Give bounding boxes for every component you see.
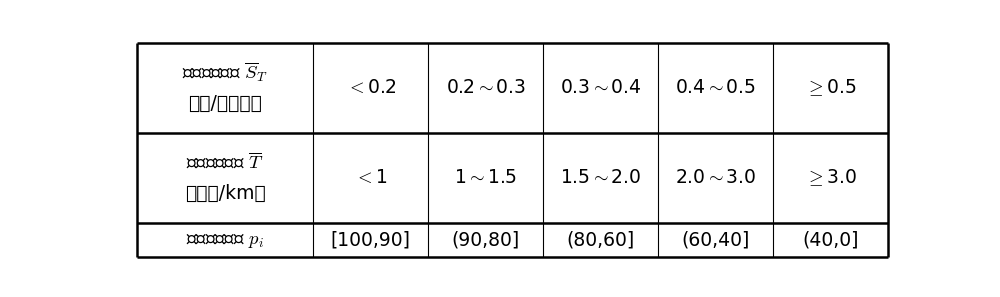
Text: (80,60]: (80,60]: [567, 231, 635, 250]
Text: $\geq$0.5: $\geq$0.5: [805, 77, 857, 98]
Text: 交通状态指数 $p_i$: 交通状态指数 $p_i$: [186, 231, 264, 250]
Text: [100,90]: [100,90]: [331, 231, 411, 250]
Text: （分钟/km）: （分钟/km）: [185, 184, 265, 203]
Text: 1$\sim$1.5: 1$\sim$1.5: [454, 168, 517, 187]
Text: (40,0]: (40,0]: [803, 231, 859, 250]
Text: 0.4$\sim$0.5: 0.4$\sim$0.5: [675, 78, 756, 97]
Text: 0.3$\sim$0.4: 0.3$\sim$0.4: [560, 78, 642, 97]
Text: 平均行程时间 $\overline{T}$: 平均行程时间 $\overline{T}$: [186, 152, 264, 173]
Text: (60,40]: (60,40]: [682, 231, 750, 250]
Text: $\geq$3.0: $\geq$3.0: [805, 168, 857, 188]
Text: 2.0$\sim$3.0: 2.0$\sim$3.0: [675, 168, 757, 187]
Text: $<$0.2: $<$0.2: [346, 78, 396, 97]
Text: 0.2$\sim$0.3: 0.2$\sim$0.3: [446, 78, 526, 97]
Text: 平均停车次数 $\overline{S}_T$: 平均停车次数 $\overline{S}_T$: [182, 60, 268, 84]
Text: （次/交叉口）: （次/交叉口）: [188, 94, 262, 113]
Text: $<$1: $<$1: [354, 168, 387, 187]
Text: 1.5$\sim$2.0: 1.5$\sim$2.0: [560, 168, 642, 187]
Text: (90,80]: (90,80]: [452, 231, 520, 250]
